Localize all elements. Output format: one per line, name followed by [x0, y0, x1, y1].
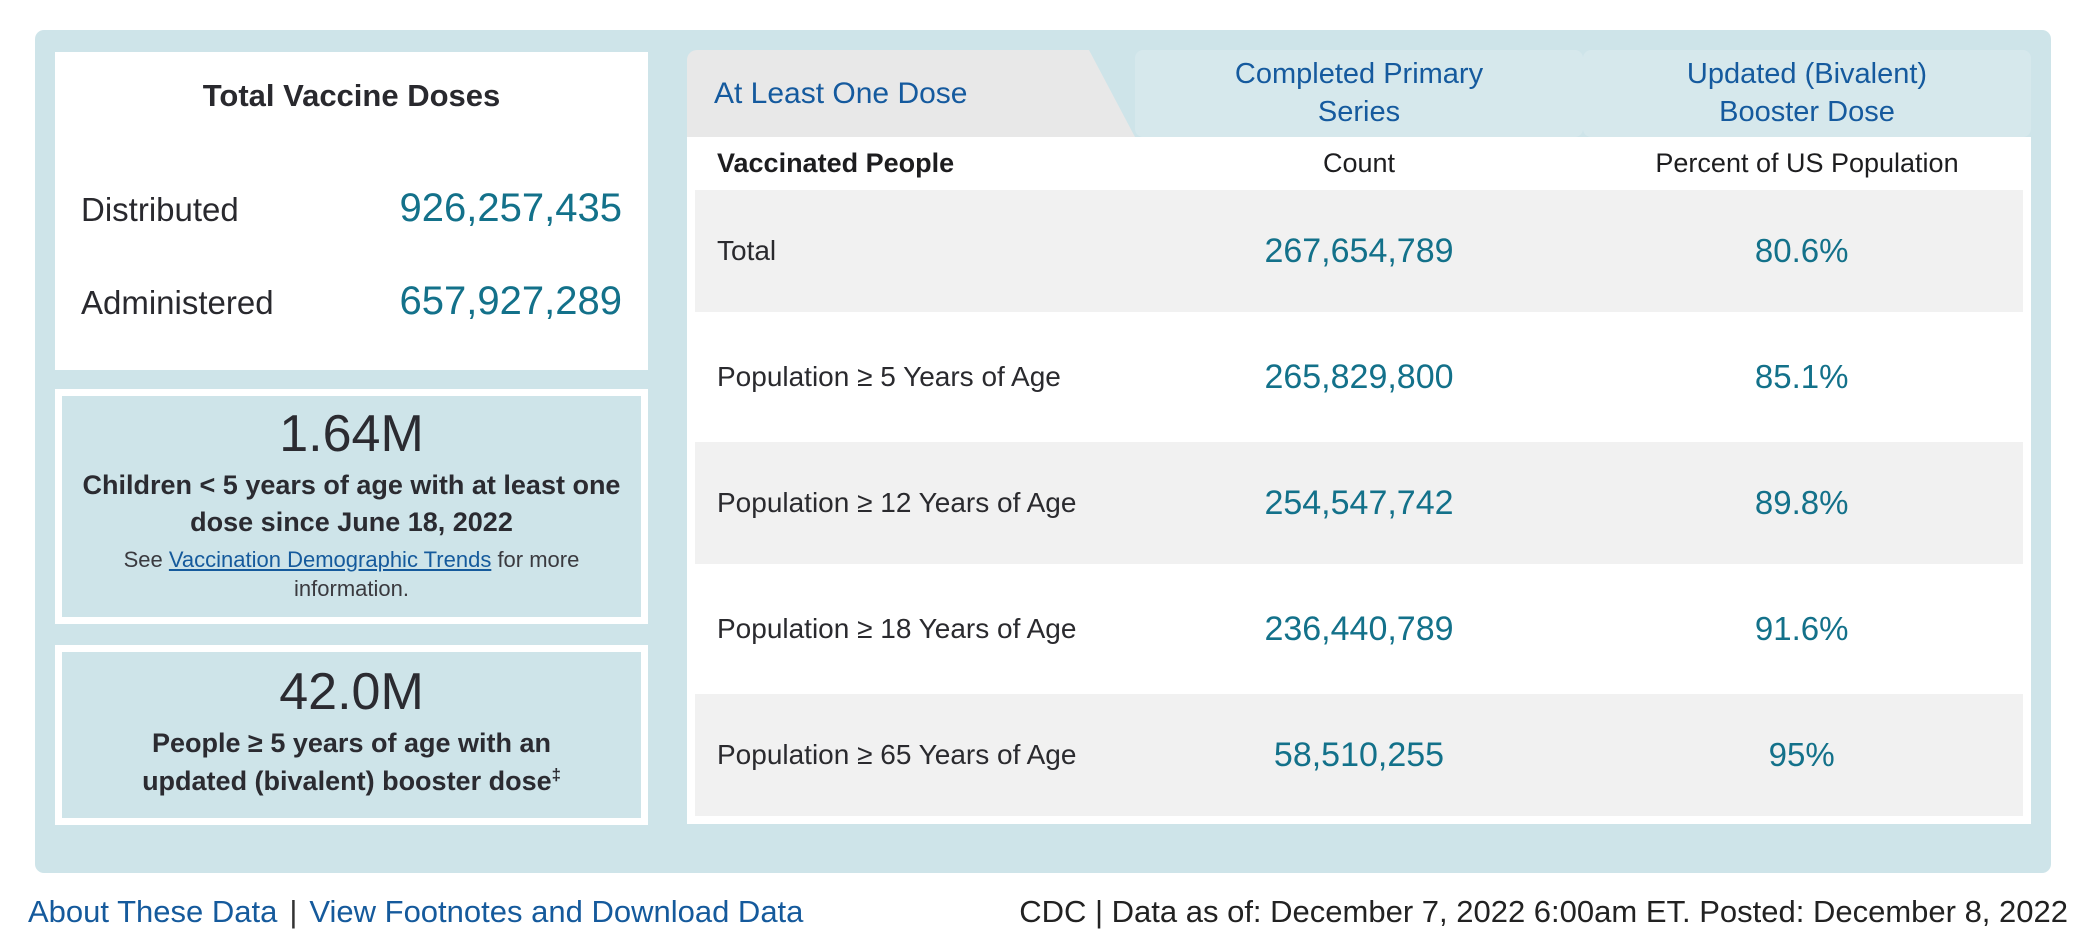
vaccine-dashboard-panel: Total Vaccine Doses Distributed 926,257,… — [35, 30, 2051, 873]
header-vaccinated-people: Vaccinated People — [717, 148, 955, 178]
summary-column: Total Vaccine Doses Distributed 926,257,… — [55, 52, 648, 826]
row-count: 265,829,800 — [1264, 357, 1454, 396]
note-suffix: for more information. — [294, 546, 580, 601]
booster-description-text: People ≥ 5 years of age with an updated … — [142, 727, 552, 796]
tab-label: Completed Primary Series — [1234, 58, 1484, 128]
row-count: 58,510,255 — [1273, 735, 1445, 774]
footer-links-separator: | — [289, 893, 298, 929]
row-label: Population ≥ 5 Years of Age — [717, 361, 1061, 392]
vaccination-data-panel: At Least One Dose Completed Primary Seri… — [687, 50, 2031, 824]
footnote-marker: ‡ — [551, 764, 561, 784]
row-percent: 85.1% — [1754, 358, 1849, 395]
children-stat-description: Children < 5 years of age with at least … — [82, 470, 621, 538]
footer-bar: About These Data | View Footnotes and Down… — [28, 873, 2068, 950]
row-label: Population ≥ 18 Years of Age — [717, 613, 1077, 644]
administered-row: Administered 657,927,289 — [81, 279, 622, 324]
tab-label: At Least One Dose — [714, 76, 968, 110]
table-row-age-12-plus: Population ≥ 12 Years of Age 254,547,742… — [695, 442, 2023, 564]
vaccinated-people-table: Vaccinated People Count Percent of US Po… — [687, 137, 2031, 824]
about-these-data-link[interactable]: About These Data — [28, 893, 278, 929]
row-count: 267,654,789 — [1264, 231, 1454, 270]
dose-tabs: At Least One Dose Completed Primary Seri… — [687, 50, 2031, 137]
tab-label: Updated (Bivalent) Booster Dose — [1686, 58, 1928, 128]
table-row-age-5-plus: Population ≥ 5 Years of Age 265,829,800 … — [695, 316, 2023, 438]
table-row-age-18-plus: Population ≥ 18 Years of Age 236,440,789… — [695, 568, 2023, 690]
children-stat-value: 1.64M — [279, 405, 424, 463]
row-percent: 95% — [1768, 736, 1835, 773]
total-doses-title: Total Vaccine Doses — [202, 78, 501, 113]
tab-completed-primary-series[interactable]: Completed Primary Series — [1135, 50, 1583, 137]
row-percent: 80.6% — [1754, 232, 1849, 269]
administered-label: Administered — [81, 284, 274, 321]
row-label: Population ≥ 65 Years of Age — [717, 739, 1077, 770]
row-label: Population ≥ 12 Years of Age — [717, 487, 1077, 518]
vaccination-demographic-trends-link[interactable]: Vaccination Demographic Trends — [168, 546, 492, 572]
distributed-label: Distributed — [81, 191, 239, 228]
table-row-age-65-plus: Population ≥ 65 Years of Age 58,510,255 … — [695, 694, 2023, 816]
header-percent: Percent of US Population — [1655, 148, 1959, 178]
data-source-timestamp: CDC | Data as of: December 7, 2022 6:00a… — [1019, 893, 2068, 929]
note-prefix: See — [123, 546, 169, 572]
children-one-dose-card: 1.64M Children < 5 years of age with at … — [55, 389, 648, 624]
tab-updated-bivalent-booster-dose[interactable]: Updated (Bivalent) Booster Dose — [1583, 50, 2031, 137]
administered-value: 657,927,289 — [399, 279, 622, 323]
footer-links: About These Data | View Footnotes and Down… — [28, 894, 803, 930]
bivalent-booster-card: 42.0M People ≥ 5 years of age with an up… — [55, 644, 648, 826]
table-row-total: Total 267,654,789 80.6% — [695, 190, 2023, 312]
total-vaccine-doses-card: Total Vaccine Doses Distributed 926,257,… — [55, 52, 648, 370]
table-header-row: Vaccinated People Count Percent of US Po… — [687, 137, 2031, 190]
distributed-value: 926,257,435 — [399, 186, 622, 230]
row-percent: 89.8% — [1754, 484, 1849, 521]
distributed-row: Distributed 926,257,435 — [81, 186, 622, 231]
tab-at-least-one-dose[interactable]: At Least One Dose — [687, 50, 1135, 137]
row-label: Total — [717, 235, 777, 266]
row-percent: 91.6% — [1754, 610, 1849, 647]
booster-stat-value: 42.0M — [279, 662, 424, 721]
row-count: 254,547,742 — [1264, 483, 1454, 522]
children-stat-note: See Vaccination Demographic Trends for m… — [76, 545, 627, 603]
header-count: Count — [1322, 148, 1396, 178]
booster-stat-description: People ≥ 5 years of age with an updated … — [121, 725, 583, 801]
view-footnotes-download-link[interactable]: View Footnotes and Download Data — [309, 893, 804, 929]
row-count: 236,440,789 — [1264, 609, 1454, 648]
